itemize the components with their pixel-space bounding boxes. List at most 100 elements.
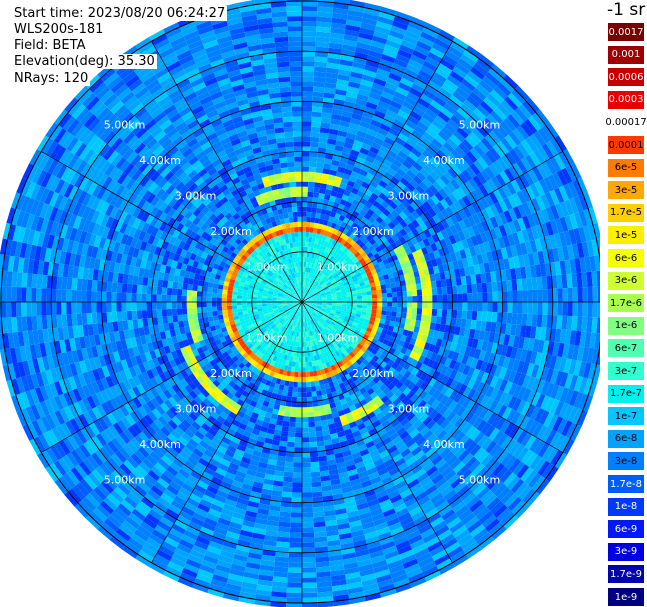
data-cell: [253, 264, 260, 270]
data-cell: [87, 409, 98, 423]
data-cell: [178, 255, 185, 264]
data-cell: [276, 269, 282, 275]
data-cell: [259, 341, 266, 347]
data-cell: [253, 334, 260, 340]
data-cell: [526, 363, 535, 377]
data-cell: [248, 327, 255, 333]
data-cell: [87, 181, 98, 195]
data-cell: [302, 537, 315, 543]
data-cell: [111, 121, 125, 135]
data-cell: [0, 254, 5, 271]
data-cell: [139, 521, 155, 534]
data-cell: [290, 522, 302, 528]
data-cell: [471, 338, 479, 349]
data-cell: [76, 278, 83, 291]
data-cell: [93, 235, 102, 248]
data-cell: [115, 434, 127, 448]
data-cell: [213, 419, 223, 429]
data-cell: [289, 330, 293, 336]
data-cell: [221, 208, 230, 217]
data-cell: [84, 424, 96, 439]
data-cell: [197, 202, 207, 212]
data-cell: [230, 336, 237, 343]
data-cell: [284, 292, 289, 296]
data-cell: [526, 313, 533, 327]
data-cell: [333, 339, 339, 345]
data-cell: [272, 576, 288, 583]
data-cell: [133, 228, 142, 240]
data-cell: [521, 361, 530, 375]
data-cell: [188, 373, 197, 382]
data-cell: [276, 362, 282, 369]
data-cell: [175, 381, 185, 391]
data-cell: [159, 545, 175, 557]
data-cell: [316, 390, 322, 397]
data-cell: [187, 337, 195, 346]
data-cell: [391, 311, 397, 317]
data-cell: [145, 513, 160, 525]
data-cell: [214, 145, 225, 155]
data-cell: [111, 282, 118, 293]
data-cell: [221, 508, 234, 517]
data-cell: [332, 442, 341, 450]
data-cell: [255, 402, 263, 410]
data-cell: [364, 349, 371, 356]
data-cell: [181, 567, 198, 579]
data-cell: [252, 309, 258, 313]
data-cell: [237, 308, 243, 313]
data-cell: [247, 404, 256, 412]
data-cell: [354, 434, 364, 443]
data-cell: [155, 405, 166, 416]
data-cell: [370, 432, 380, 441]
data-cell: [45, 219, 54, 235]
data-cell: [181, 295, 187, 302]
data-cell: [293, 381, 298, 388]
data-cell: [505, 323, 512, 335]
data-cell: [426, 419, 437, 430]
data-cell: [326, 454, 336, 461]
data-cell: [128, 366, 137, 378]
data-cell: [506, 409, 517, 423]
data-cell: [251, 412, 259, 420]
data-cell: [574, 330, 582, 346]
data-cell: [193, 318, 199, 325]
data-cell: [422, 429, 434, 440]
data-cell: [39, 246, 47, 262]
data-cell: [272, 305, 278, 309]
data-cell: [316, 435, 324, 442]
data-cell: [281, 374, 287, 381]
data-cell: [459, 488, 474, 501]
data-cell: [592, 302, 598, 318]
data-cell: [345, 311, 352, 315]
data-cell: [168, 396, 178, 407]
data-cell: [376, 526, 391, 536]
data-cell: [513, 444, 525, 459]
data-cell: [231, 558, 247, 567]
data-cell: [329, 386, 337, 393]
data-cell: [486, 497, 501, 511]
data-cell: [293, 295, 299, 300]
data-cell: [311, 303, 317, 305]
data-cell: [399, 430, 410, 440]
data-cell: [153, 324, 160, 334]
data-cell: [272, 294, 278, 297]
data-cell: [106, 281, 113, 292]
data-cell: [340, 481, 352, 489]
data-cell: [320, 347, 325, 354]
data-cell: [130, 453, 143, 466]
data-cell: [362, 333, 369, 340]
data-cell: [440, 466, 454, 478]
data-cell: [156, 286, 163, 295]
data-cell: [99, 89, 114, 104]
data-cell: [466, 440, 478, 454]
data-cell: [49, 412, 61, 428]
data-cell: [154, 198, 164, 210]
data-cell: [184, 251, 192, 259]
data-cell: [77, 217, 87, 231]
data-cell: [261, 320, 268, 325]
data-cell: [261, 554, 276, 562]
data-cell: [462, 364, 471, 376]
data-cell: [121, 175, 132, 188]
data-cell: [315, 430, 324, 437]
data-cell: [178, 143, 190, 154]
